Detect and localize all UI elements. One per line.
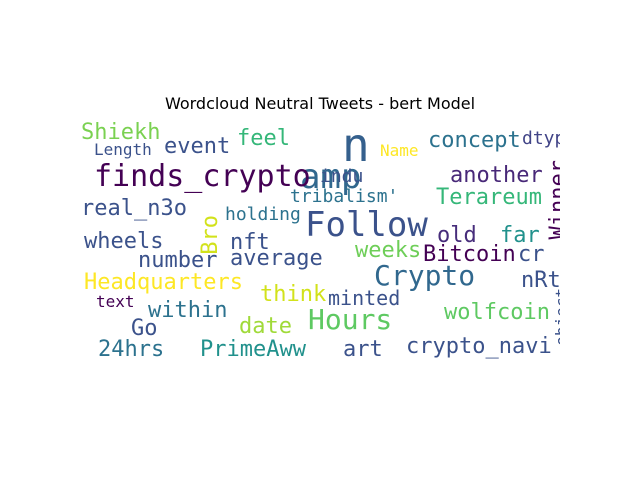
word-nft: nft	[230, 230, 270, 255]
word-name: Name	[380, 141, 419, 160]
word-shiekh: Shiekh	[81, 120, 161, 145]
word-text: text	[96, 292, 135, 311]
word-old: old	[437, 223, 477, 248]
word-event: event	[164, 134, 231, 159]
word-follow: Follow	[305, 205, 428, 245]
word-holding: holding	[225, 204, 301, 225]
word-wolfcoin: wolfcoin	[444, 300, 550, 325]
word-another: another	[450, 163, 543, 188]
word-go: Go	[131, 316, 158, 341]
word-cloud: Follow amp n finds_crypto Crypto Hours Shiekh e…	[80, 120, 560, 360]
word-object: object	[552, 288, 560, 346]
word-far: far	[500, 223, 540, 248]
word-indu: indu	[320, 166, 364, 187]
word-winner: Winner	[546, 160, 560, 240]
word-tribalism: tribalism'	[290, 186, 399, 207]
word-feel: feel	[237, 126, 290, 151]
word-length: Length	[94, 140, 152, 159]
word-crypto: Crypto	[374, 259, 476, 292]
word-terareum: Terareum	[436, 185, 542, 210]
word-date: date	[239, 314, 292, 339]
word-weeks: weeks	[355, 238, 422, 263]
word-dtype: dtype	[522, 128, 560, 149]
word-crypto-navi: crypto_navi	[406, 334, 552, 359]
word-number: number	[138, 248, 218, 273]
word-wheels: wheels	[84, 229, 164, 254]
word-24hrs: 24hrs	[98, 337, 165, 361]
word-bitcoin: Bitcoin	[423, 242, 516, 267]
word-primeaww: PrimeAww	[200, 337, 306, 361]
word-cr: cr	[518, 242, 545, 267]
word-think: think	[260, 282, 327, 307]
word-nrt: nRt	[521, 268, 560, 293]
chart-title: Wordcloud Neutral Tweets - bert Model	[164, 94, 476, 113]
word-within: within	[148, 298, 228, 323]
word-concept: concept	[428, 128, 521, 153]
word-real-n3o: real_n3o	[81, 196, 187, 221]
word-hours: Hours	[308, 303, 393, 336]
word-amp: amp	[300, 157, 362, 197]
word-art: art	[343, 337, 383, 361]
word-minted: minted	[328, 286, 401, 310]
word-finds-crypto: finds_crypto	[94, 159, 311, 194]
word-headquarters: Headquarters	[84, 270, 243, 295]
word-n: n	[342, 120, 370, 172]
word-average: average	[230, 246, 323, 271]
